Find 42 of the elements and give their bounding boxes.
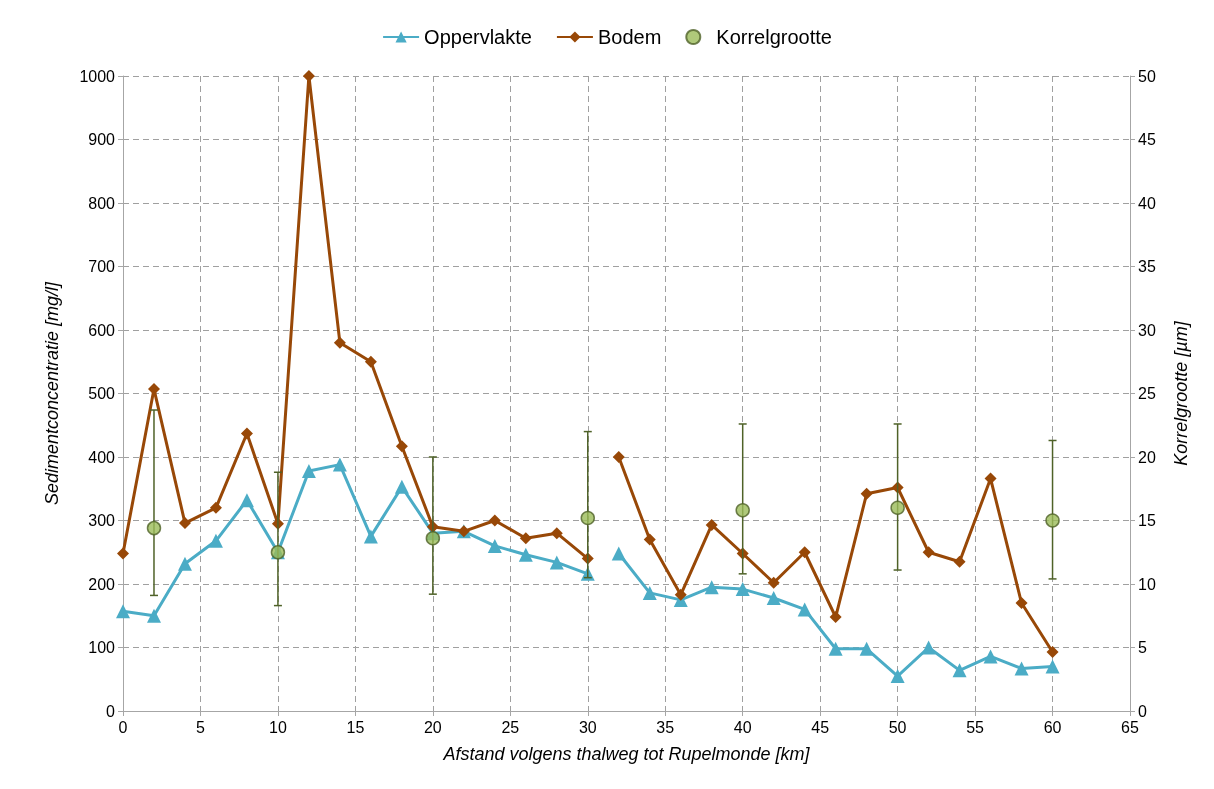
y2-tick-label: 50 <box>1138 67 1156 85</box>
y2-tick-label: 5 <box>1138 639 1147 656</box>
y-tick-label: 500 <box>88 385 116 402</box>
x-tick-label: 65 <box>1121 718 1139 736</box>
y-tick-label: 300 <box>88 512 116 529</box>
y2-tick-label: 45 <box>1138 131 1156 148</box>
y-tick-label: 900 <box>88 131 116 148</box>
y2-tick-label: 0 <box>1138 702 1147 720</box>
x-tick-label: 40 <box>733 718 752 736</box>
x-tick-label: 5 <box>196 718 206 736</box>
y2-tick-label: 25 <box>1138 385 1156 402</box>
x-axis-title: Afstand volgens thalweg tot Rupelmonde [km] <box>442 744 811 764</box>
x-tick-label: 55 <box>966 718 985 736</box>
x-tick-label: 0 <box>118 718 128 736</box>
x-tick-label: 30 <box>578 718 597 736</box>
y2-axis-title: Korrelgrootte [µm] <box>1171 320 1191 466</box>
y-tick-label: 800 <box>88 194 116 212</box>
y2-tick-label: 30 <box>1138 321 1156 339</box>
y-tick-label: 700 <box>88 258 116 275</box>
y2-tick-label: 15 <box>1138 512 1156 529</box>
y-axis-title: Sedimentconcentratie [mg/l] <box>42 280 62 506</box>
x-tick-label: 15 <box>346 718 365 736</box>
x-tick-label: 10 <box>269 718 287 736</box>
legend-label: Korrelgrootte <box>716 26 832 48</box>
y-tick-label: 200 <box>88 575 116 593</box>
y-tick-label: 600 <box>88 321 116 339</box>
y2-tick-label: 35 <box>1138 258 1156 275</box>
y2-tick-label: 10 <box>1138 575 1156 593</box>
x-tick-label: 35 <box>656 718 675 736</box>
legend-label: Bodem <box>597 26 662 48</box>
x-tick-label: 50 <box>888 718 907 736</box>
x-tick-label: 60 <box>1043 718 1062 736</box>
y-tick-label: 400 <box>88 448 116 466</box>
y-tick-label: 0 <box>106 702 116 720</box>
y2-tick-label: 40 <box>1138 194 1156 212</box>
y2-tick-label: 20 <box>1138 448 1156 466</box>
x-tick-label: 25 <box>501 718 520 736</box>
y-tick-label: 100 <box>88 639 116 656</box>
x-tick-label: 20 <box>423 718 442 736</box>
x-tick-label: 45 <box>811 718 830 736</box>
y-tick-label: 1000 <box>79 67 116 85</box>
legend-label: Oppervlakte <box>424 26 532 48</box>
